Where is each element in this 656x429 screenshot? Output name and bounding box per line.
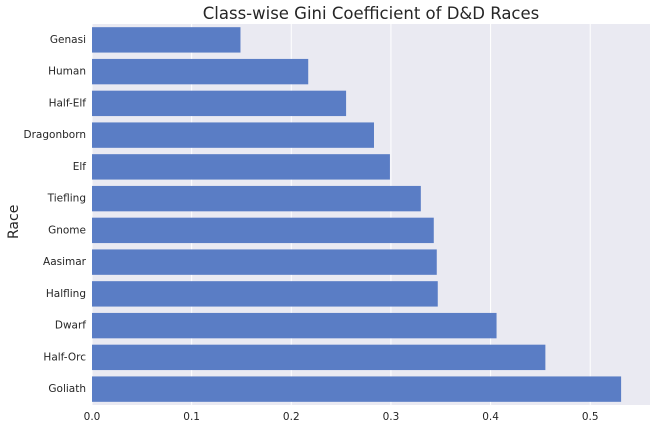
plot-background bbox=[92, 24, 650, 405]
bar bbox=[92, 154, 390, 180]
x-tick-label: 0.2 bbox=[283, 411, 300, 423]
y-tick-label: Human bbox=[48, 66, 86, 78]
y-tick-label: Half-Elf bbox=[49, 97, 87, 109]
x-tick-label: 0.0 bbox=[84, 411, 101, 423]
bar bbox=[92, 281, 438, 307]
x-tick-label: 0.3 bbox=[383, 411, 400, 423]
y-tick-label: Dwarf bbox=[55, 320, 86, 332]
y-tick-label: Tiefling bbox=[47, 193, 86, 205]
bar bbox=[92, 185, 421, 212]
y-tick-label: Aasimar bbox=[43, 256, 87, 268]
y-tick-label: Gnome bbox=[48, 224, 86, 236]
bar bbox=[92, 58, 309, 85]
y-tick-label: Genasi bbox=[50, 34, 86, 46]
bar bbox=[92, 249, 437, 275]
x-tick-label: 0.1 bbox=[183, 411, 200, 423]
y-tick-label: Halfling bbox=[46, 288, 86, 300]
bar bbox=[92, 344, 546, 371]
bar bbox=[92, 312, 497, 339]
bar bbox=[92, 90, 347, 117]
bar bbox=[92, 217, 434, 244]
x-tick-label: 0.4 bbox=[482, 411, 499, 423]
y-tick-label: Dragonborn bbox=[24, 129, 86, 141]
bar bbox=[92, 376, 622, 402]
y-tick-label: Goliath bbox=[48, 383, 86, 395]
x-tick-label: 0.5 bbox=[582, 411, 599, 423]
y-tick-label: Elf bbox=[73, 161, 87, 173]
bar bbox=[92, 27, 241, 53]
bar bbox=[92, 122, 374, 148]
chart-title: Class-wise Gini Coefficient of D&D Races bbox=[202, 4, 540, 23]
y-tick-label: Half-Orc bbox=[43, 351, 86, 363]
